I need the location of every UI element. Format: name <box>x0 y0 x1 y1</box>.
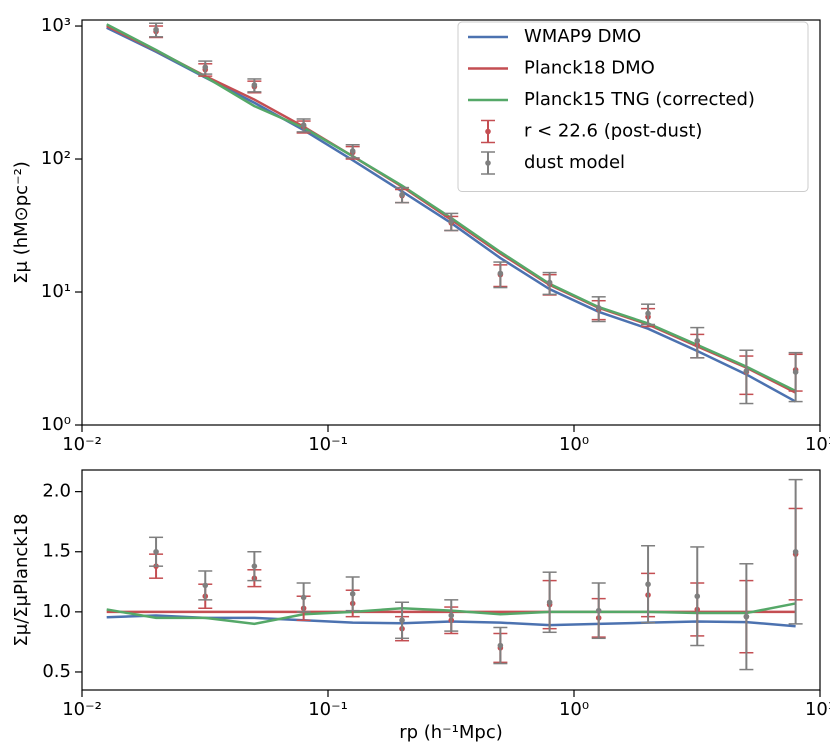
x-axis-label: rp (h⁻¹Mpc) <box>399 722 503 743</box>
data-point <box>349 591 356 597</box>
x-tick-label: 10⁰ <box>559 434 589 455</box>
axes-frame <box>81 469 821 691</box>
x-tick-label: 10⁻² <box>62 434 102 455</box>
y-tick-label: 10² <box>41 148 71 169</box>
legend-swatch <box>485 160 491 166</box>
y-tick-label: 0.5 <box>42 661 71 682</box>
data-point <box>743 368 750 374</box>
y-axis-label: Σμ (hM⊙pc⁻²) <box>11 161 32 284</box>
data-point <box>792 369 799 375</box>
data-point <box>300 594 307 601</box>
data-point <box>448 612 455 619</box>
y-axis-label: Σμ/ΣμPlanck18 <box>11 513 32 646</box>
data-point <box>694 337 701 344</box>
data-point <box>792 548 799 555</box>
y-tick-label: 10³ <box>41 15 71 36</box>
data-point <box>645 581 651 588</box>
data-point <box>300 122 307 128</box>
x-tick-label: 10¹ <box>805 699 830 720</box>
data-point <box>202 64 209 71</box>
x-tick-label: 10⁻¹ <box>308 699 348 720</box>
data-point <box>251 563 258 569</box>
data-point <box>743 613 750 620</box>
y-tick-label: 1.0 <box>42 601 71 622</box>
data-point <box>202 582 209 589</box>
data-point <box>153 26 159 33</box>
legend-label: WMAP9 DMO <box>524 26 641 47</box>
data-point <box>546 279 553 286</box>
legend-label: dust model <box>524 152 625 173</box>
legend-swatch <box>485 128 491 135</box>
y-tick-label: 10⁰ <box>41 414 71 435</box>
legend-label: Planck18 DMO <box>524 58 655 79</box>
data-point <box>645 310 651 317</box>
data-point <box>399 191 405 198</box>
data-point <box>595 305 602 311</box>
x-tick-label: 10⁻¹ <box>308 434 348 455</box>
y-tick-label: 1.5 <box>42 541 71 562</box>
data-point <box>251 82 258 88</box>
y-tick-label: 2.0 <box>42 481 71 502</box>
data-point <box>595 607 602 614</box>
data-point <box>497 642 504 649</box>
data-point <box>546 599 553 606</box>
legend-box <box>457 21 809 192</box>
x-tick-label: 10¹ <box>805 434 830 455</box>
y-tick-label: 10¹ <box>41 281 71 302</box>
data-point <box>349 148 356 154</box>
legend-label: Planck15 TNG (corrected) <box>524 89 755 110</box>
axes-frame <box>81 19 821 426</box>
x-tick-label: 10⁻² <box>62 699 102 720</box>
legend-label: r < 22.6 (post-dust) <box>524 121 702 142</box>
data-point <box>497 270 504 277</box>
data-point <box>153 548 159 555</box>
x-tick-label: 10⁰ <box>559 699 589 720</box>
data-point <box>448 218 455 225</box>
data-point <box>694 593 701 600</box>
data-point <box>399 617 405 624</box>
